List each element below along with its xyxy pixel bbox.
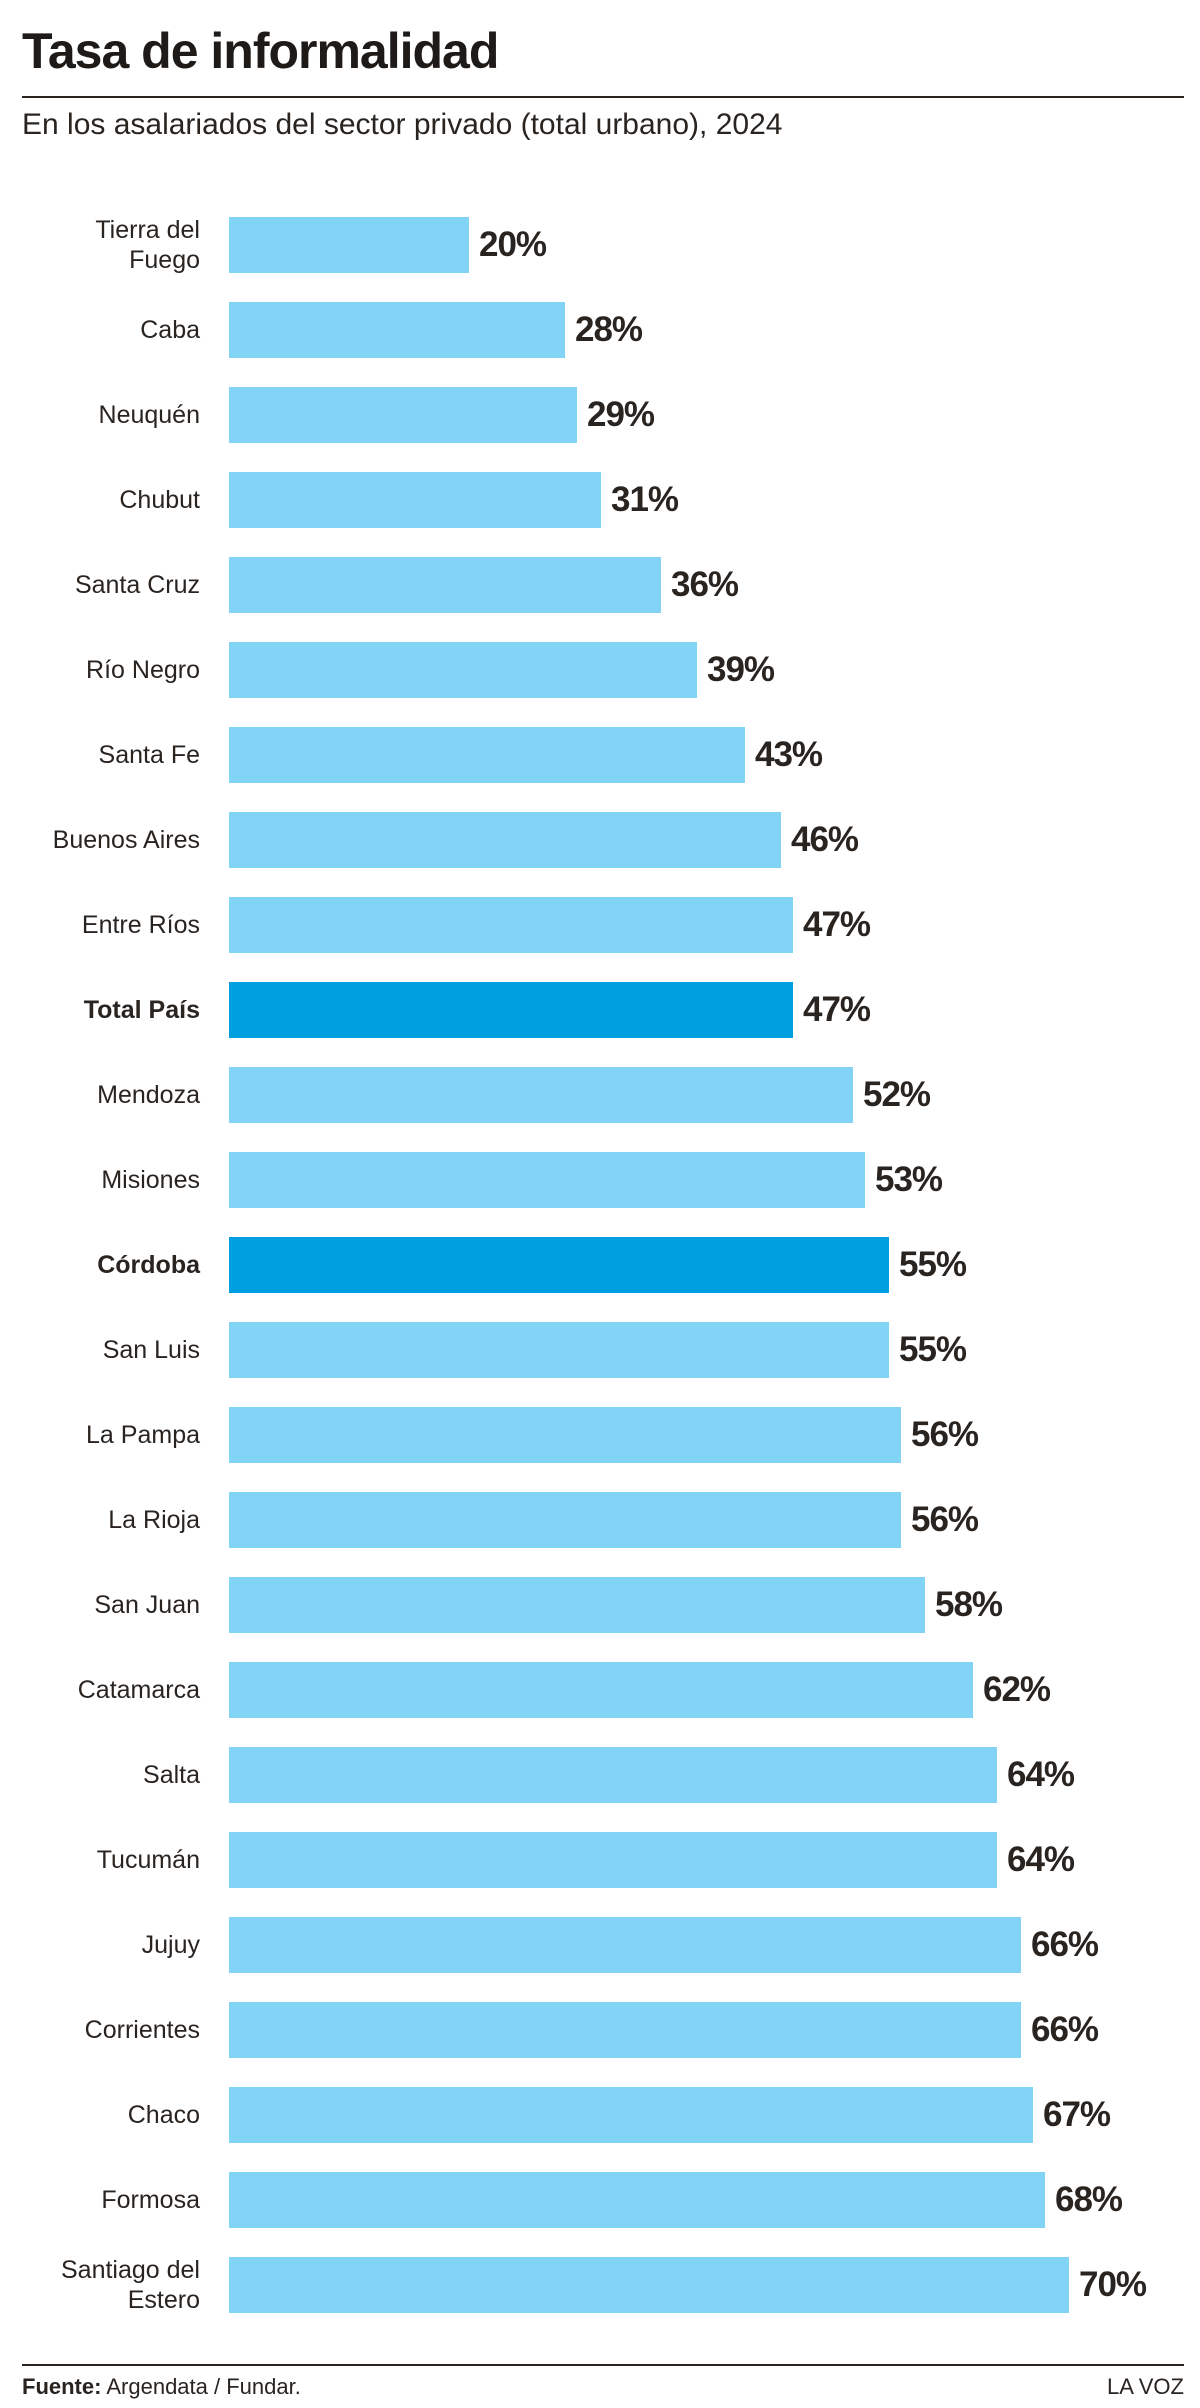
category-label: Tucumán	[96, 1846, 200, 1874]
category-label: Santa Cruz	[74, 571, 200, 599]
value-label: 31%	[611, 480, 679, 519]
source-label: Fuente:	[22, 2374, 102, 2399]
bar	[229, 812, 781, 868]
value-label: 68%	[1055, 2180, 1123, 2219]
category-label: Neuquén	[98, 401, 200, 429]
value-label: 47%	[803, 990, 871, 1029]
category-label: Santiago del Estero	[60, 2256, 200, 2314]
bar	[229, 1407, 901, 1463]
bar	[229, 727, 745, 783]
bar	[229, 1917, 1021, 1973]
bar	[229, 1322, 889, 1378]
bar	[229, 557, 661, 613]
value-label: 64%	[1007, 1840, 1075, 1879]
bar	[229, 982, 793, 1038]
chart-subtitle: En los asalariados del sector privado (t…	[22, 108, 783, 141]
value-label: 53%	[875, 1160, 943, 1199]
bar	[229, 1662, 973, 1718]
category-label: Río Negro	[86, 656, 200, 684]
value-label: 29%	[587, 395, 655, 434]
bar	[229, 2087, 1033, 2143]
value-label: 55%	[899, 1245, 967, 1284]
bar	[229, 1747, 997, 1803]
bar	[229, 472, 601, 528]
category-label: Corrientes	[84, 2016, 200, 2044]
bar	[229, 1152, 865, 1208]
value-label: 64%	[1007, 1755, 1075, 1794]
bar	[229, 217, 469, 273]
value-label: 55%	[899, 1330, 967, 1369]
bar	[229, 2257, 1069, 2313]
value-label: 36%	[671, 565, 739, 604]
value-label: 56%	[911, 1415, 979, 1454]
category-label: La Pampa	[86, 1421, 200, 1449]
category-label: Entre Ríos	[81, 911, 200, 939]
bar	[229, 387, 577, 443]
category-label: Mendoza	[97, 1081, 200, 1109]
bar	[229, 1492, 901, 1548]
category-label: Córdoba	[97, 1251, 200, 1279]
bar	[229, 642, 697, 698]
value-label: 52%	[863, 1075, 931, 1114]
value-label: 46%	[791, 820, 859, 859]
category-label: Chubut	[119, 486, 200, 514]
value-label: 43%	[755, 735, 823, 774]
category-label: San Luis	[102, 1336, 200, 1364]
bar	[229, 2172, 1045, 2228]
brand: LA VOZ	[1106, 2374, 1184, 2399]
category-label: Catamarca	[77, 1676, 200, 1704]
category-label: Tierra del Fuego	[95, 216, 200, 274]
value-label: 66%	[1031, 1925, 1099, 1964]
rule	[22, 2364, 1184, 2366]
chart-title: Tasa de informalidad	[22, 23, 499, 79]
value-label: 62%	[983, 1670, 1051, 1709]
source: Argendata / Fundar.	[106, 2374, 301, 2399]
bar	[229, 2002, 1021, 2058]
value-label: 58%	[935, 1585, 1003, 1624]
bar	[229, 1067, 853, 1123]
value-label: 56%	[911, 1500, 979, 1539]
category-label: Jujuy	[141, 1931, 200, 1959]
category-label: Santa Fe	[98, 741, 200, 769]
category-label: Misiones	[101, 1166, 200, 1194]
bar	[229, 897, 793, 953]
value-label: 39%	[707, 650, 775, 689]
value-label: 28%	[575, 310, 643, 349]
category-label: Chaco	[127, 2101, 200, 2129]
bar	[229, 302, 565, 358]
footer: Fuente: Argendata / Fundar.	[22, 2374, 301, 2400]
value-label: 70%	[1079, 2265, 1147, 2304]
bar	[229, 1832, 997, 1888]
value-label: 47%	[803, 905, 871, 944]
category-label: Salta	[143, 1761, 200, 1789]
bar	[229, 1237, 889, 1293]
bar	[229, 1577, 925, 1633]
category-label: La Rioja	[108, 1506, 200, 1534]
category-label: Total País	[83, 996, 200, 1024]
value-label: 67%	[1043, 2095, 1111, 2134]
category-label: Formosa	[101, 2186, 200, 2214]
value-label: 66%	[1031, 2010, 1099, 2049]
category-label: Buenos Aires	[52, 826, 200, 854]
category-label: Caba	[140, 316, 200, 344]
rule	[22, 96, 1184, 98]
value-label: 20%	[479, 225, 547, 264]
category-label: San Juan	[94, 1591, 200, 1619]
